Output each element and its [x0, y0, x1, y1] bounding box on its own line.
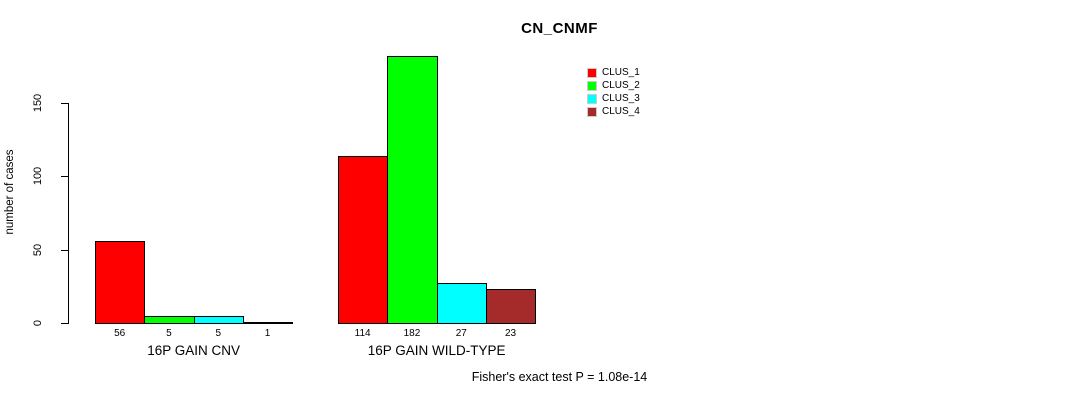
y-axis-tick	[61, 323, 68, 324]
bar-clus_4-2	[485, 289, 537, 324]
y-axis-tick-label: 50	[32, 243, 44, 256]
legend-item-clus_1: CLUS_1	[587, 66, 640, 79]
bar-clus_2-2	[387, 56, 438, 324]
y-axis-tick-label: 0	[32, 319, 44, 327]
bar-value-label: 182	[403, 328, 421, 339]
y-axis-tick-label: 150	[32, 93, 44, 113]
bar-value-label: 5	[166, 328, 172, 339]
legend-swatch-icon	[587, 67, 597, 78]
y-axis-tick	[61, 103, 68, 105]
bar-value-label: 114	[354, 328, 371, 339]
bar-value-label: 27	[455, 328, 467, 339]
y-axis-label: number of cases	[4, 149, 16, 235]
chart-title: CN_CNMF	[521, 20, 598, 37]
legend: CLUS_1 CLUS_2 CLUS_3 CLUS_4	[587, 66, 640, 118]
y-axis-tick	[61, 249, 68, 251]
legend-item-clus_3: CLUS_3	[587, 92, 640, 105]
legend-label: CLUS_2	[602, 80, 640, 91]
bar-value-label: 5	[215, 328, 222, 339]
legend-swatch-icon	[587, 106, 597, 117]
fisher-test-annotation: Fisher's exact test P = 1.08e-14	[471, 370, 648, 384]
bar-value-label: 56	[114, 328, 126, 339]
y-axis-tick	[61, 176, 68, 178]
bar-clus_4-1	[242, 321, 294, 324]
y-axis-line	[68, 103, 69, 324]
bar-clus_1-1	[95, 240, 146, 324]
legend-label: CLUS_1	[602, 67, 640, 78]
legend-swatch-icon	[587, 80, 597, 91]
legend-item-clus_2: CLUS_2	[587, 79, 640, 92]
group-label: 16P GAIN WILD-TYPE	[367, 343, 506, 358]
legend-swatch-icon	[587, 93, 597, 104]
bar-clus_1-2	[338, 155, 389, 324]
bar-value-label: 23	[504, 328, 517, 339]
legend-label: CLUS_4	[602, 106, 640, 117]
bar-clus_2-1	[144, 315, 195, 324]
group-label: 16P GAIN CNV	[147, 343, 240, 358]
y-axis-tick-label: 100	[32, 167, 44, 186]
bar-clus_3-1	[193, 315, 244, 324]
legend-label: CLUS_3	[602, 93, 640, 104]
bar-value-label: 1	[264, 328, 271, 339]
bar-clus_3-2	[436, 283, 487, 324]
legend-item-clus_4: CLUS_4	[587, 105, 640, 118]
